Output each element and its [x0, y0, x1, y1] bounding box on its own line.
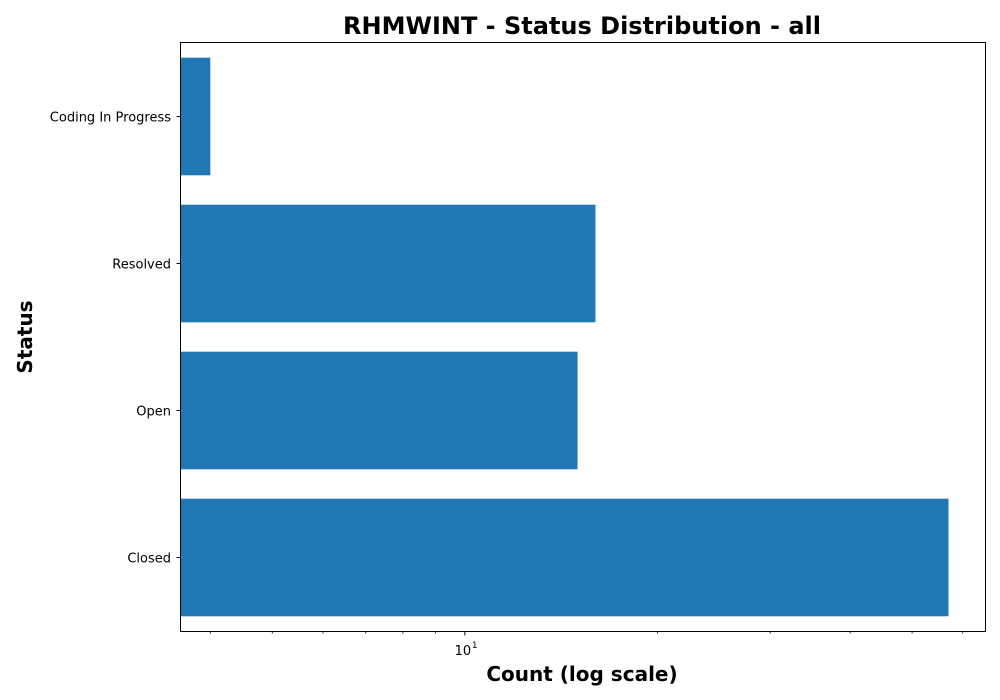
x-tick-label-exponent: 1 [472, 641, 478, 651]
y-axis-label: Status [13, 300, 37, 373]
y-axis-ticks: Closed Open Resolved Coding In Progress [50, 111, 181, 567]
y-tick-label: Coding In Progress [50, 111, 171, 126]
y-tick-label: Open [136, 405, 171, 420]
y-tick-label: Closed [127, 552, 171, 567]
bar-coding-in-progress [181, 57, 211, 176]
plot-frame [180, 42, 986, 632]
bar-resolved [181, 204, 596, 323]
x-tick-label: 10 [455, 644, 472, 659]
y-tick-label: Resolved [112, 258, 171, 273]
chart-title: RHMWINT - Status Distribution - all [343, 12, 821, 40]
bar-closed [181, 498, 949, 617]
x-axis-label: Count (log scale) [486, 662, 677, 686]
bar-open [181, 351, 578, 470]
bars-group [181, 57, 949, 617]
x-axis-ticks: 10 1 [209, 631, 964, 659]
